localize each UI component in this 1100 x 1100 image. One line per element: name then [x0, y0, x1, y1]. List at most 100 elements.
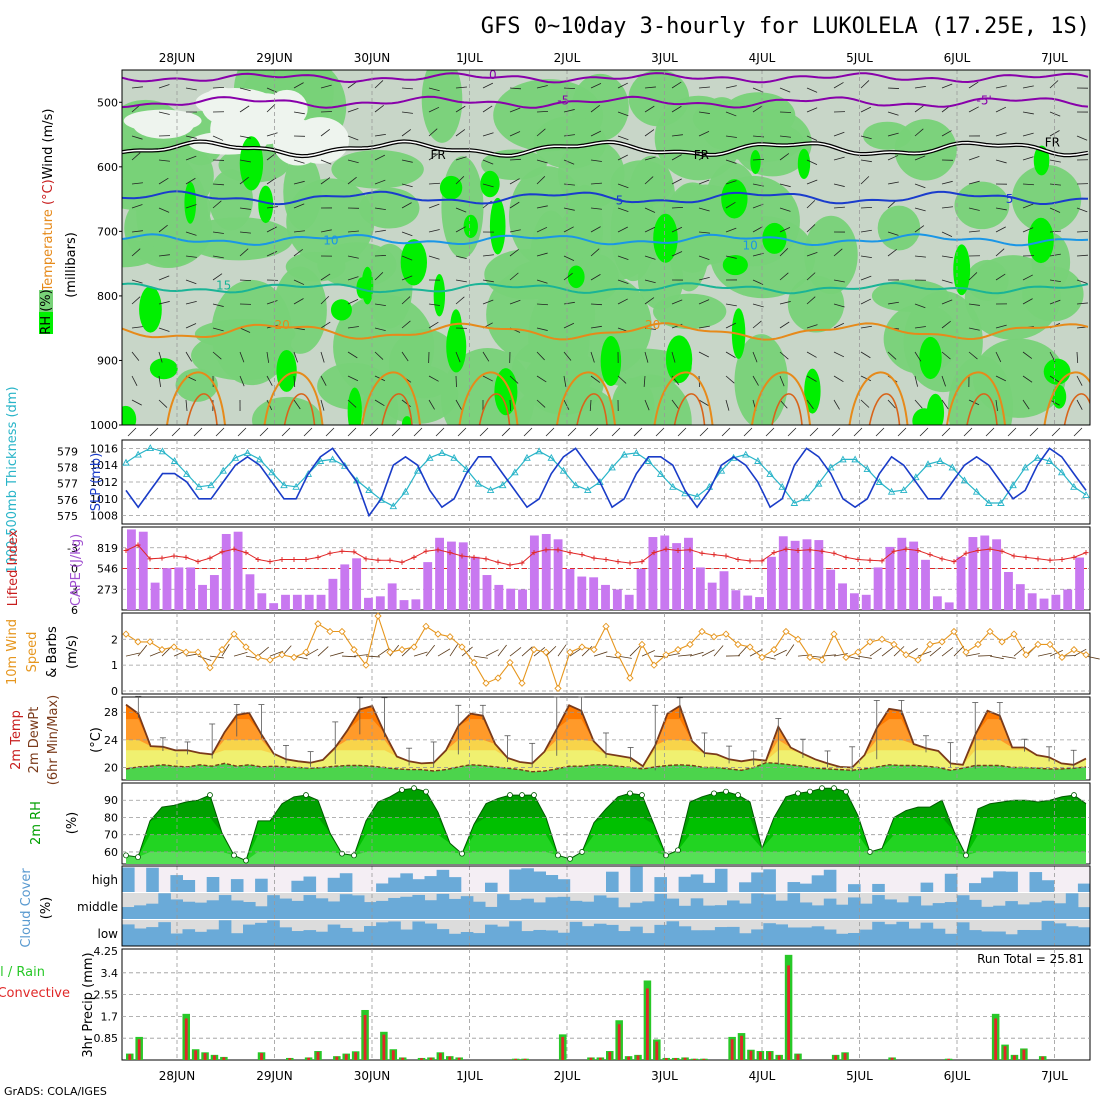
cloud-ylabel: Cloud Cover	[19, 868, 34, 948]
cloud-cell	[545, 930, 559, 946]
wind-barb	[1022, 203, 1034, 209]
cape-bar	[209, 575, 219, 610]
precip-conv-bar	[222, 1057, 226, 1060]
cape-bar	[1075, 557, 1084, 610]
rh2m-point	[555, 852, 561, 859]
li-point	[663, 546, 669, 552]
wind-barb	[536, 399, 546, 408]
thickness-point	[1021, 463, 1029, 471]
precip-conv-bar	[730, 1039, 734, 1060]
wind-barb	[563, 322, 575, 329]
wind-barb	[563, 109, 575, 113]
cape-bar	[1039, 598, 1049, 610]
wind-barb	[995, 273, 1006, 281]
surface-wind-barb	[963, 427, 973, 437]
wind-barb	[455, 375, 457, 388]
wind-barb	[953, 645, 965, 657]
wind-barb	[590, 105, 600, 113]
thickness-point	[1070, 482, 1078, 490]
wind-barb	[536, 205, 548, 209]
precip-conv-bar	[598, 1057, 602, 1060]
rh-moist-area	[610, 160, 673, 207]
cloud-cell	[364, 902, 377, 919]
wind-barb	[212, 303, 224, 307]
wind-ylabel-4-part: (m/s)	[65, 635, 80, 669]
wind-speed-point	[566, 648, 574, 656]
wind-barb	[293, 230, 305, 233]
wind-barb	[374, 104, 384, 113]
cape-ylabel: CAPE (J/kg)	[69, 534, 84, 606]
wind-speed-point	[194, 648, 202, 656]
wind-barb	[995, 375, 1007, 382]
surface-wind-barb	[853, 427, 863, 437]
panel-labels: Temperature (°C)Wind (m/s)(millibars)RH …	[0, 109, 104, 1058]
wind-barb	[644, 226, 656, 233]
rh2m-point	[243, 857, 249, 864]
cloud-cell	[956, 922, 970, 946]
wind-barb	[428, 399, 435, 410]
wind-speed-point	[770, 645, 778, 654]
wind-barb	[581, 646, 593, 657]
wind-speed-point	[866, 638, 874, 646]
cape-bar	[778, 536, 788, 610]
wind-barb	[428, 182, 441, 185]
wind-barb	[320, 295, 330, 305]
wind-speed-point	[218, 645, 226, 654]
wind-barb	[377, 647, 390, 657]
li-point	[735, 557, 741, 563]
cape-tick-label: 273	[97, 583, 118, 596]
cape-bar	[399, 600, 409, 610]
rh-saturated-area	[439, 175, 463, 200]
surface-wind-barb	[721, 427, 731, 437]
li-point	[783, 546, 789, 552]
wind-barb	[347, 108, 359, 113]
cloud-cell	[339, 894, 353, 919]
thickness-point	[948, 463, 957, 471]
precip-conv-bar	[1003, 1046, 1007, 1060]
wind-barb	[1085, 655, 1100, 660]
cape-bar	[304, 594, 314, 610]
wind-barb	[914, 255, 926, 258]
cape-bar	[861, 594, 871, 610]
rh-dry-area	[123, 109, 202, 133]
cloud-cell	[787, 882, 801, 892]
wind-barb	[563, 226, 574, 233]
upper-air-field: 0 -5 -5' FR FR FR 5 5 10 10 15 20 20	[122, 70, 1090, 425]
wind-speed-point	[182, 648, 190, 656]
surface-wind-barb	[589, 427, 599, 437]
wind-barb	[293, 351, 298, 363]
wind-barb	[131, 296, 141, 305]
wind-barb	[995, 159, 1007, 164]
cloud-cell	[1029, 902, 1043, 919]
temp-tick-label: 24	[104, 734, 118, 747]
rh-moist-area	[252, 396, 322, 425]
wind-barb	[1022, 298, 1033, 305]
cloud-cell	[339, 927, 353, 946]
rh-moist-area	[522, 361, 593, 397]
cloud-cell	[327, 877, 341, 892]
rh-saturated-area	[330, 299, 352, 321]
cape-bar	[956, 556, 966, 610]
rh-saturated-area	[926, 393, 945, 425]
cloud-cell	[920, 905, 934, 919]
wind-barb	[914, 225, 925, 233]
rh2m-point	[459, 850, 465, 857]
rh-dry-area	[266, 89, 308, 128]
wind-barb	[320, 111, 333, 113]
temp-ylabel-2: 2m DewPt	[27, 707, 42, 774]
cloud-cell	[751, 893, 764, 919]
wind-barb	[428, 375, 439, 382]
wind-barb	[158, 327, 170, 332]
rh2m-point	[843, 788, 849, 795]
wind-barb	[698, 231, 710, 234]
wind-barb	[641, 649, 655, 657]
wind-barb	[833, 351, 845, 358]
cloud-cell	[956, 895, 970, 919]
wind-barb	[806, 107, 818, 113]
cloud-cell	[497, 926, 510, 946]
wind-barb	[917, 650, 932, 657]
rh-saturated-area	[184, 181, 197, 224]
precip-conv-bar	[664, 1058, 668, 1060]
wind-barb	[536, 375, 547, 383]
cape-bar	[826, 569, 836, 610]
